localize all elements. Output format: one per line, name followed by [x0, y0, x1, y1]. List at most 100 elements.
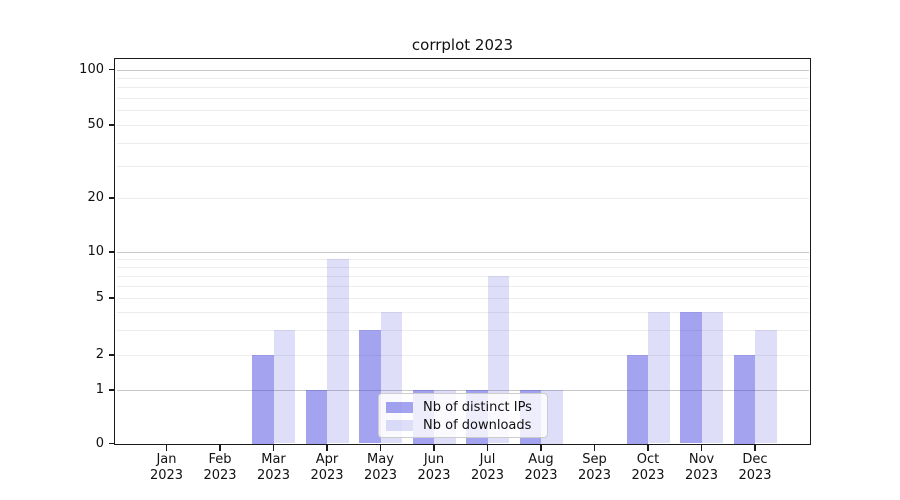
x-tick-month: May — [367, 452, 394, 467]
gridline-major — [116, 69, 809, 71]
gridline-minor — [116, 77, 809, 79]
x-tick-label: Apr 2023 — [297, 452, 357, 483]
x-tick — [326, 444, 328, 451]
gridline-minor — [116, 110, 809, 112]
x-tick-month: Sep — [582, 452, 607, 467]
x-tick-month: Dec — [742, 452, 768, 467]
x-tick-year: 2023 — [149, 467, 184, 483]
x-tick-month: Jun — [423, 452, 445, 467]
x-tick-label: Dec 2023 — [725, 452, 785, 483]
x-tick — [593, 444, 596, 451]
x-tick-label: Aug 2023 — [511, 452, 571, 483]
gridline-minor — [116, 298, 809, 299]
x-tick-year: 2023 — [363, 467, 398, 483]
x-tick-year: 2023 — [738, 467, 772, 483]
x-tick-label: Jan 2023 — [137, 452, 197, 483]
bar-nov-nb-of-distinct-ips — [680, 311, 702, 444]
y-tick — [108, 442, 115, 445]
x-tick-month: Aug — [528, 452, 554, 467]
legend-swatch-icon — [386, 401, 413, 413]
gridline-minor — [116, 125, 809, 126]
bar-nov-nb-of-downloads — [701, 311, 723, 444]
gridline-minor — [116, 165, 809, 167]
x-tick — [219, 444, 221, 451]
x-tick-label: Mar 2023 — [244, 452, 304, 483]
bar-mar-nb-of-downloads — [273, 329, 295, 444]
y-tick-label: 5 — [95, 290, 104, 305]
gridline-minor — [116, 275, 809, 277]
x-tick — [540, 444, 542, 451]
legend-label: Nb of downloads — [423, 417, 532, 433]
bar-oct-nb-of-distinct-ips — [626, 355, 648, 444]
y-tick-label: 100 — [79, 61, 104, 77]
x-tick-year: 2023 — [631, 467, 665, 483]
y-tick — [108, 124, 115, 126]
bar-apr-nb-of-downloads — [327, 258, 349, 444]
x-tick-label: Feb 2023 — [190, 452, 250, 483]
x-tick — [700, 444, 703, 451]
x-tick — [433, 444, 435, 451]
gridline-minor — [116, 329, 809, 331]
x-tick-month: Feb — [208, 452, 232, 467]
y-tick — [108, 68, 115, 71]
x-tick-label: Oct 2023 — [618, 452, 678, 483]
x-tick-label: Jul 2023 — [458, 452, 518, 483]
y-tick-label: 2 — [95, 347, 104, 362]
x-tick-month: Apr — [315, 452, 339, 467]
y-tick-label: 20 — [87, 190, 104, 205]
x-tick-year: 2023 — [577, 467, 612, 483]
x-tick-month: Nov — [688, 452, 715, 467]
gridline-minor — [116, 142, 809, 144]
x-tick — [379, 444, 382, 451]
gridline-minor — [116, 98, 809, 100]
x-tick-month: Oct — [636, 452, 660, 467]
legend-swatch-icon — [386, 419, 413, 431]
x-tick — [486, 444, 489, 451]
legend-row: Nb of downloads — [386, 416, 539, 434]
x-tick-month: Mar — [261, 452, 286, 467]
x-tick-month: Jul — [479, 452, 496, 467]
bar-mar-nb-of-distinct-ips — [252, 355, 274, 444]
y-tick-label: 1 — [95, 382, 104, 397]
x-tick — [272, 444, 275, 451]
bar-apr-nb-of-distinct-ips — [305, 390, 327, 444]
bar-may-nb-of-distinct-ips — [359, 329, 381, 444]
y-tick-label: 0 — [95, 435, 104, 451]
x-tick-label: Jun 2023 — [404, 452, 464, 483]
x-tick-year: 2023 — [417, 467, 451, 483]
bar-oct-nb-of-downloads — [648, 311, 670, 444]
x-tick — [647, 444, 649, 451]
y-tick — [108, 197, 115, 199]
legend-label: Nb of distinct IPs — [423, 399, 532, 415]
x-tick-year: 2023 — [524, 467, 558, 483]
legend-row: Nb of distinct IPs — [386, 398, 539, 416]
x-tick — [754, 444, 756, 451]
x-tick-year: 2023 — [470, 467, 505, 483]
gridline-minor — [116, 87, 809, 89]
x-tick-year: 2023 — [203, 467, 237, 483]
x-tick-month: Jan — [156, 452, 177, 467]
gridline-minor — [116, 258, 809, 260]
x-tick-year: 2023 — [256, 467, 291, 483]
y-tick — [108, 354, 115, 356]
y-tick — [108, 297, 115, 299]
x-tick-label: Nov 2023 — [672, 452, 732, 483]
gridline-minor — [116, 198, 809, 199]
x-tick — [165, 444, 168, 451]
gridline-minor — [116, 311, 809, 313]
y-tick — [108, 251, 115, 253]
y-tick-label: 10 — [87, 244, 104, 259]
x-tick-label: May 2023 — [351, 452, 411, 483]
x-tick-year: 2023 — [310, 467, 344, 483]
y-tick — [108, 389, 115, 391]
gridline-minor — [116, 355, 809, 356]
bar-dec-nb-of-distinct-ips — [733, 355, 755, 444]
gridline-minor — [116, 266, 809, 268]
legend: Nb of distinct IPs Nb of downloads — [378, 393, 548, 438]
x-tick-label: Sep 2023 — [565, 452, 625, 483]
chart-title: corrplot 2023 — [411, 36, 514, 54]
gridline-major — [116, 390, 809, 391]
gridline-major — [116, 252, 809, 253]
x-tick-year: 2023 — [684, 467, 719, 483]
